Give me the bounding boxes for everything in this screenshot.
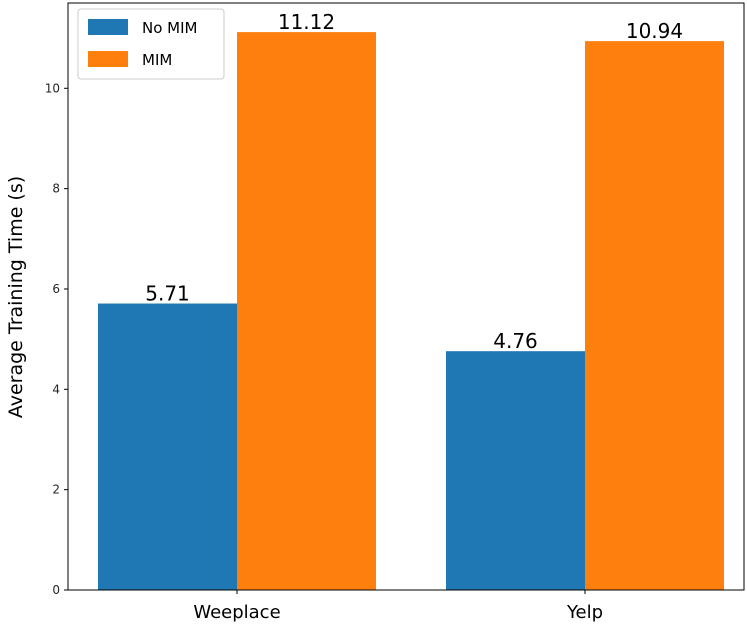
- legend: No MIM MIM: [77, 8, 225, 80]
- x-category-label: Yelp: [566, 602, 603, 623]
- bar-value-label: 11.12: [278, 10, 335, 34]
- legend-label-no-mim: No MIM: [142, 19, 197, 37]
- bar-no-mim-weeplace: [98, 303, 237, 590]
- y-tick-label: 6: [52, 282, 60, 296]
- y-axis-title: Average Training Time (s): [5, 176, 27, 418]
- y-tick-label: 8: [52, 182, 60, 196]
- legend-label-mim: MIM: [142, 51, 172, 69]
- y-tick-label: 2: [52, 483, 60, 497]
- y-tick-label: 0: [52, 583, 60, 597]
- bar-no-mim-yelp: [446, 351, 585, 590]
- bar-value-label: 4.76: [493, 329, 538, 353]
- legend-swatch-no-mim: [88, 19, 128, 35]
- bar-mim-yelp: [585, 41, 724, 591]
- bar-value-label: 10.94: [626, 19, 683, 43]
- x-category-label: Weeplace: [193, 602, 280, 623]
- bar-labels-group: 5.71 4.76 11.12 10.94: [145, 10, 683, 353]
- y-axis-ticks: 0 2 4 6 8 10: [45, 81, 68, 597]
- x-axis-ticks: Weeplace Yelp: [193, 590, 603, 623]
- bars-group: [98, 32, 724, 591]
- plot-frame: [67, 2, 745, 591]
- legend-swatch-mim: [88, 51, 128, 67]
- bar-mim-weeplace: [237, 32, 376, 591]
- y-tick-label: 10: [45, 81, 60, 95]
- y-tick-label: 4: [52, 382, 60, 396]
- bar-value-label: 5.71: [145, 282, 190, 306]
